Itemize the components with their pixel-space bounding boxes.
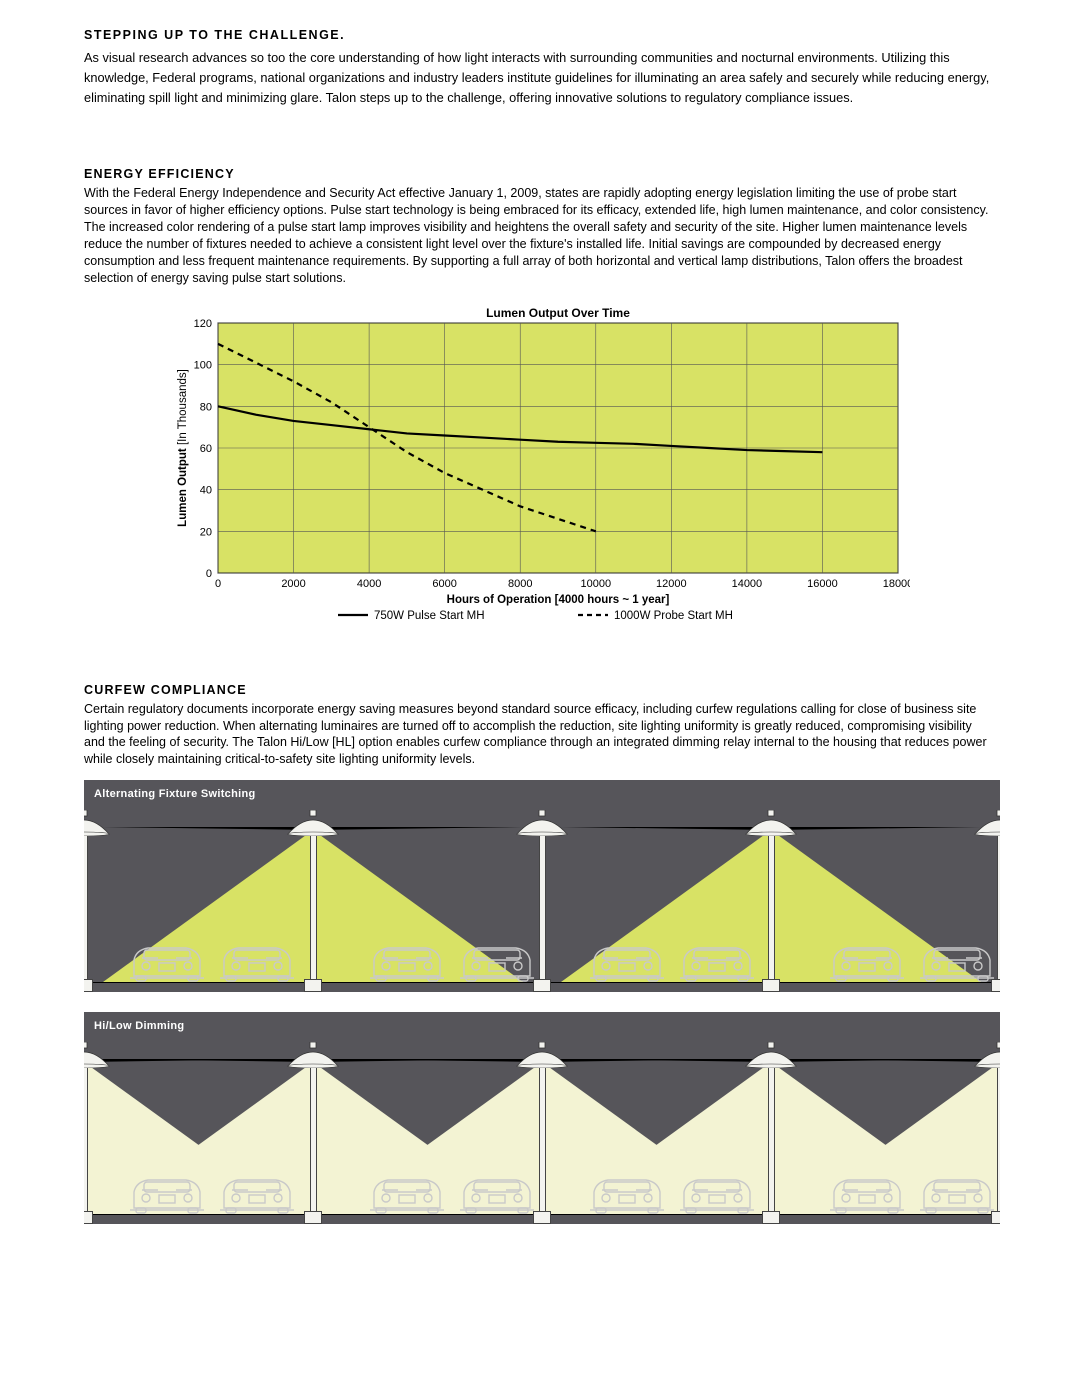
lamp-head-icon bbox=[740, 1042, 802, 1068]
car-icon bbox=[214, 936, 300, 982]
svg-text:Lumen Output [In Thousands]: Lumen Output [In Thousands] bbox=[177, 369, 189, 527]
svg-text:80: 80 bbox=[200, 401, 212, 413]
svg-text:1000W Probe Start MH: 1000W Probe Start MH bbox=[614, 610, 733, 622]
lamp-head-icon bbox=[511, 1042, 573, 1068]
svg-text:100: 100 bbox=[194, 359, 212, 371]
lamp-head-icon bbox=[969, 1042, 1000, 1068]
car-icon bbox=[364, 1168, 450, 1214]
car-icon bbox=[584, 1168, 670, 1214]
svg-text:750W Pulse Start MH: 750W Pulse Start MH bbox=[374, 610, 485, 622]
svg-text:120: 120 bbox=[194, 318, 212, 330]
svg-text:Lumen Output Over Time: Lumen Output Over Time bbox=[486, 306, 630, 320]
lumen-chart: 0 2000 4000 6000 8000 10000 12000 14000 16000 180… bbox=[170, 303, 910, 643]
lamp-head-icon bbox=[969, 810, 1000, 836]
alternating-diagram: Alternating Fixture Switching bbox=[84, 780, 1000, 992]
pole-base bbox=[84, 979, 93, 992]
svg-text:6000: 6000 bbox=[432, 578, 456, 590]
pole-base bbox=[304, 979, 322, 992]
section2-body: With the Federal Energy Independence and… bbox=[84, 185, 996, 286]
svg-text:10000: 10000 bbox=[580, 578, 611, 590]
car-icon bbox=[214, 1168, 300, 1214]
light-pole bbox=[768, 1058, 775, 1224]
light-pole bbox=[84, 826, 88, 992]
car-icon bbox=[454, 1168, 540, 1214]
pole-base bbox=[762, 1211, 780, 1224]
section2-heading: ENERGY EFFICIENCY bbox=[84, 167, 996, 181]
svg-text:18000: 18000 bbox=[883, 578, 910, 590]
lamp-head-icon bbox=[282, 810, 344, 836]
svg-text:20: 20 bbox=[200, 526, 212, 538]
pole-base bbox=[84, 1211, 93, 1224]
lamp-head-icon bbox=[740, 810, 802, 836]
light-pole bbox=[768, 826, 775, 992]
lamp-head-icon bbox=[511, 810, 573, 836]
car-icon bbox=[124, 1168, 210, 1214]
section3-body: Certain regulatory documents incorporate… bbox=[84, 701, 996, 769]
svg-text:0: 0 bbox=[215, 578, 221, 590]
car-icon bbox=[824, 1168, 910, 1214]
svg-text:40: 40 bbox=[200, 484, 212, 496]
pole-base bbox=[304, 1211, 322, 1224]
hilow-diagram: Hi/Low Dimming bbox=[84, 1012, 1000, 1224]
lamp-head-icon bbox=[84, 810, 115, 836]
svg-text:14000: 14000 bbox=[732, 578, 763, 590]
lamp-head-icon bbox=[84, 1042, 115, 1068]
alternating-diagram-title: Alternating Fixture Switching bbox=[94, 788, 256, 800]
car-icon bbox=[674, 1168, 760, 1214]
svg-text:2000: 2000 bbox=[281, 578, 305, 590]
car-icon bbox=[674, 936, 760, 982]
car-icon bbox=[914, 936, 1000, 982]
section1-heading: STEPPING UP TO THE CHALLENGE. bbox=[84, 28, 996, 42]
car-icon bbox=[914, 1168, 1000, 1214]
svg-text:Hours of Operation [4000 hours: Hours of Operation [4000 hours ~ 1 year] bbox=[447, 594, 670, 606]
section3-heading: CURFEW COMPLIANCE bbox=[84, 683, 996, 697]
svg-text:60: 60 bbox=[200, 443, 212, 455]
car-icon bbox=[364, 936, 450, 982]
svg-text:16000: 16000 bbox=[807, 578, 838, 590]
chart-svg: 0 2000 4000 6000 8000 10000 12000 14000 16000 180… bbox=[170, 303, 910, 643]
light-pole bbox=[84, 1058, 88, 1224]
light-pole bbox=[310, 826, 317, 992]
svg-text:12000: 12000 bbox=[656, 578, 687, 590]
car-icon bbox=[824, 936, 910, 982]
section1-body: As visual research advances so too the c… bbox=[84, 48, 996, 107]
car-icon bbox=[584, 936, 670, 982]
svg-text:8000: 8000 bbox=[508, 578, 532, 590]
svg-text:0: 0 bbox=[206, 568, 212, 580]
car-icon bbox=[124, 936, 210, 982]
svg-text:4000: 4000 bbox=[357, 578, 381, 590]
hilow-diagram-title: Hi/Low Dimming bbox=[94, 1020, 184, 1032]
car-icon bbox=[454, 936, 540, 982]
pole-base bbox=[762, 979, 780, 992]
light-pole bbox=[310, 1058, 317, 1224]
lamp-head-icon bbox=[282, 1042, 344, 1068]
